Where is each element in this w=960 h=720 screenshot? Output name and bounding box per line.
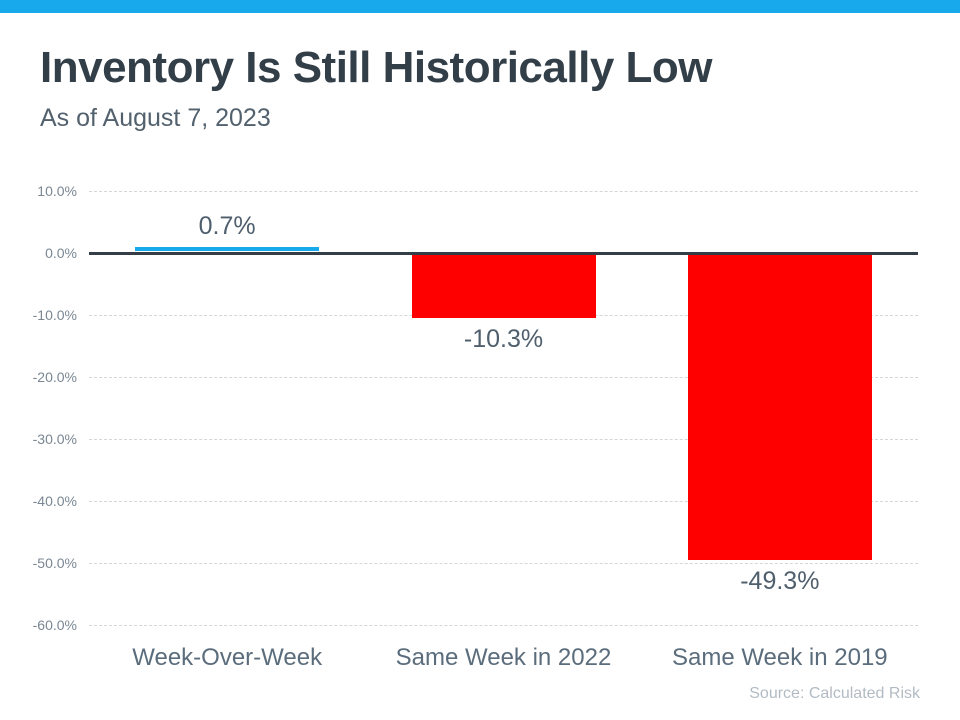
gridline (89, 377, 918, 378)
gridline (89, 625, 918, 626)
bar (411, 254, 596, 319)
y-tick-label: -60.0% (32, 617, 77, 633)
y-tick-label: -10.0% (32, 307, 77, 323)
source-attribution: Source: Calculated Risk (749, 685, 920, 702)
bar (687, 254, 872, 561)
gridline (89, 191, 918, 192)
y-tick-label: -40.0% (32, 493, 77, 509)
y-tick-label: -50.0% (32, 555, 77, 571)
zero-axis-line (89, 251, 918, 255)
x-category-label: Same Week in 2019 (671, 644, 888, 671)
x-category-label: Week-Over-Week (132, 644, 323, 671)
page-subtitle: As of August 7, 2023 (40, 104, 271, 132)
data-label: 0.7% (198, 212, 256, 241)
gridline (89, 439, 918, 440)
data-label: -49.3% (740, 567, 820, 596)
page-title: Inventory Is Still Historically Low (40, 43, 713, 92)
gridline (89, 563, 918, 564)
bar (135, 247, 320, 252)
y-tick-label: -20.0% (32, 369, 77, 385)
gridline (89, 501, 918, 502)
y-tick-label: 0.0% (45, 245, 77, 261)
data-label: -10.3% (463, 325, 544, 354)
x-category-label: Same Week in 2022 (395, 644, 612, 671)
header-accent-bar (0, 0, 960, 13)
y-tick-label: 10.0% (37, 183, 77, 199)
y-tick-label: -30.0% (32, 431, 77, 447)
